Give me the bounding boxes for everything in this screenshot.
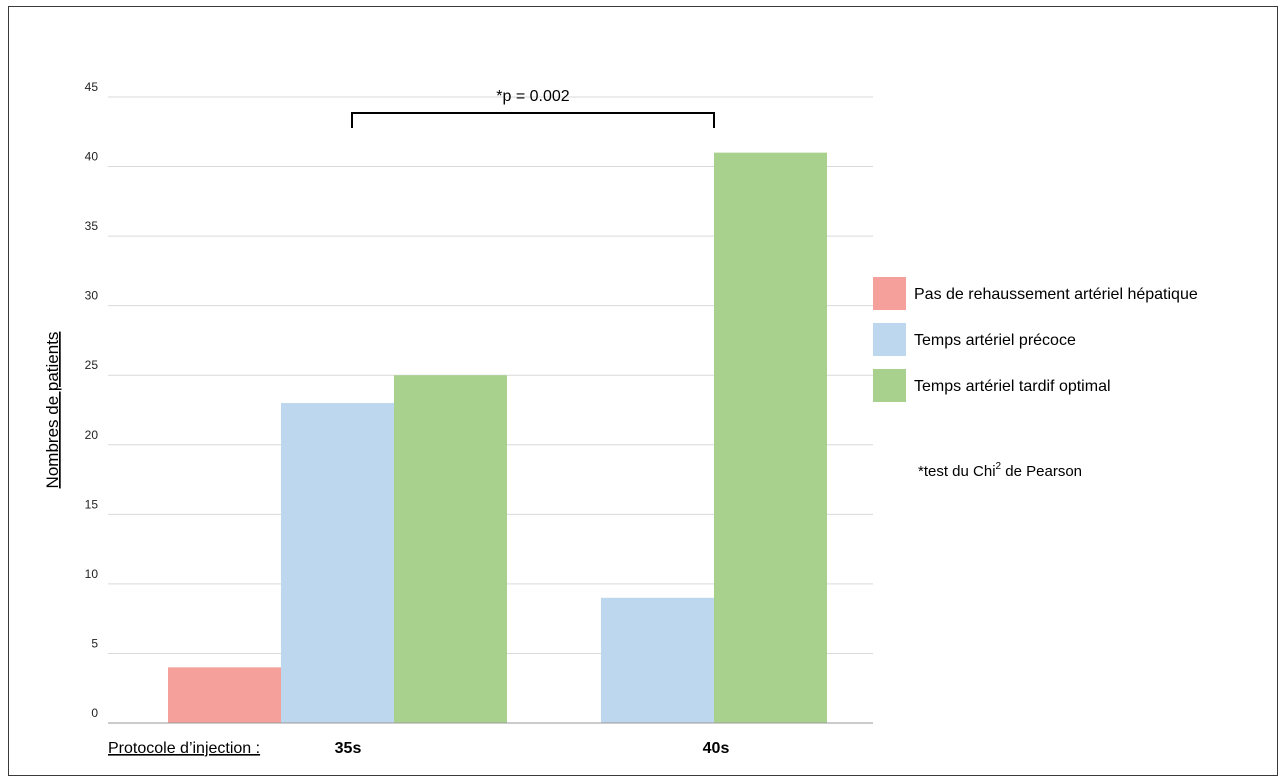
x-tick-label-40s: 40s xyxy=(703,740,730,757)
bar-35s-series-1 xyxy=(168,667,281,723)
significance-label: *p = 0.002 xyxy=(496,88,570,105)
bars xyxy=(168,152,827,724)
statistical-test-note-superscript: 2 xyxy=(996,461,1002,472)
legend-swatch-2 xyxy=(873,323,906,356)
statistical-test-note-suffix: de Pearson xyxy=(1001,463,1082,480)
y-tick-label: 45 xyxy=(85,80,99,94)
statistical-test-note: *test du Chi2 de Pearson xyxy=(918,461,1082,480)
x-axis-title: Protocole d’injection : xyxy=(108,740,260,757)
y-tick-labels: 0 5 10 15 20 25 30 35 40 45 xyxy=(85,80,99,720)
statistical-test-note-prefix: *test du Chi xyxy=(918,463,996,480)
y-tick-label: 40 xyxy=(85,150,99,164)
bar-35s-series-3 xyxy=(394,375,507,723)
y-tick-label: 10 xyxy=(85,567,99,581)
legend-swatch-3 xyxy=(873,369,906,402)
category-labels: 35s 40s xyxy=(335,740,730,757)
bar-40s-series-2 xyxy=(601,597,714,723)
bar-35s-series-2 xyxy=(281,403,394,723)
legend-label-2: Temps artériel précoce xyxy=(914,332,1076,349)
y-tick-label: 30 xyxy=(85,289,99,303)
x-axis-title-text: Protocole d’injection : xyxy=(108,740,260,757)
legend-label-3: Temps artériel tardif optimal xyxy=(914,378,1111,395)
y-tick-label: 20 xyxy=(85,428,99,442)
y-tick-label: 0 xyxy=(91,706,98,720)
y-tick-label: 5 xyxy=(91,636,98,650)
y-tick-label: 15 xyxy=(85,497,99,511)
legend-label-1: Pas de rehaussement artériel hépatique xyxy=(914,286,1198,303)
legend: Pas de rehaussement artériel hépatique Te… xyxy=(873,277,1198,402)
bar-40s-series-3 xyxy=(714,152,827,724)
legend-swatch-1 xyxy=(873,277,906,310)
x-tick-label-35s: 35s xyxy=(335,740,362,757)
y-axis-title: Nombres de patients xyxy=(43,332,62,489)
y-tick-label: 35 xyxy=(85,219,99,233)
y-tick-label: 25 xyxy=(85,358,99,372)
significance-bracket xyxy=(351,112,715,128)
